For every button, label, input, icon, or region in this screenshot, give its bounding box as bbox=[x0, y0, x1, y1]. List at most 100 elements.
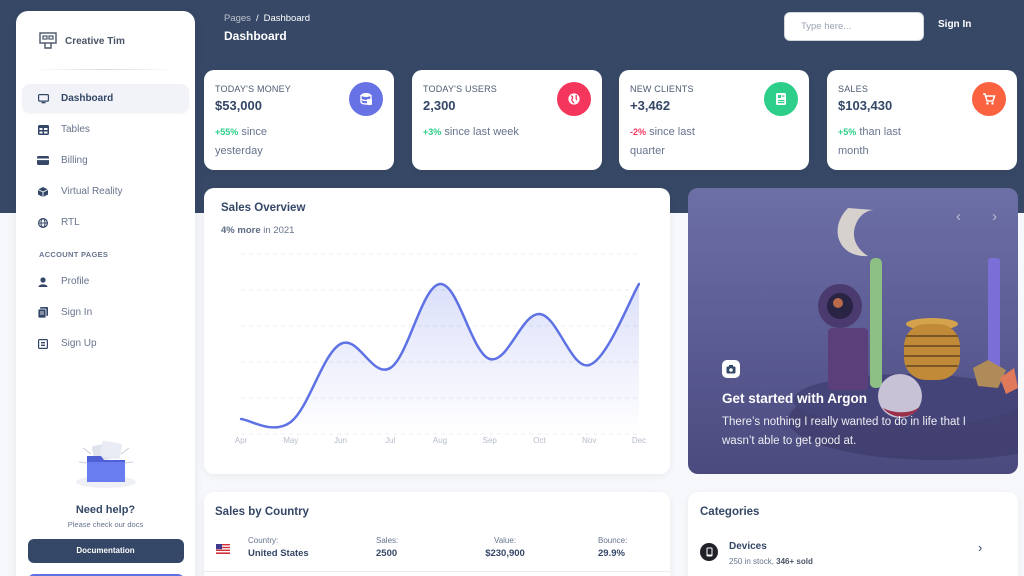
row-divider bbox=[204, 571, 670, 572]
stat-card-clients: NEW CLIENTS +3,462 -2% since last quarte… bbox=[619, 70, 809, 170]
chart-point-jul[interactable] bbox=[389, 366, 392, 370]
stat-change-percent: +55% bbox=[215, 127, 239, 137]
chart-point-dec[interactable] bbox=[637, 282, 641, 286]
sidebar-item-rtl[interactable]: RTL bbox=[22, 208, 189, 237]
list-item[interactable]: Devices 250 in stock, 346+ sold › bbox=[688, 538, 1018, 574]
x-tick-label: Apr bbox=[235, 436, 248, 445]
stat-change-text: since last week bbox=[441, 126, 519, 138]
stat-card-users: TODAY'S USERS 2,300 +3% since last week bbox=[412, 70, 602, 170]
stat-change-text: since last quarter bbox=[630, 126, 695, 157]
stat-value: $53,000 bbox=[215, 98, 262, 113]
x-tick-label: Sep bbox=[483, 436, 498, 445]
country-value: United States bbox=[248, 548, 309, 559]
carousel-prev-button[interactable]: ‹ bbox=[956, 208, 961, 225]
overview-sub-text: in 2021 bbox=[260, 225, 295, 236]
sidebar-item-billing[interactable]: Billing bbox=[22, 146, 189, 175]
chart-point-oct[interactable] bbox=[538, 312, 541, 316]
country-cell: Country: United States bbox=[248, 536, 309, 559]
stat-change: +3% since last week bbox=[423, 123, 543, 142]
world-icon bbox=[557, 82, 591, 116]
sidebar-item-profile[interactable]: Profile bbox=[22, 267, 189, 296]
country-title: Sales by Country bbox=[215, 506, 309, 518]
category-stock: 250 in stock, bbox=[729, 557, 777, 566]
chart-point-aug[interactable] bbox=[438, 282, 442, 286]
table-row[interactable]: Country: United States Sales: 2500 Value… bbox=[204, 536, 670, 572]
breadcrumb-parent[interactable]: Pages bbox=[224, 13, 251, 24]
stat-value: +3,462 bbox=[630, 98, 671, 113]
stat-change-text: than last month bbox=[838, 126, 901, 157]
stat-value: $103,430 bbox=[838, 98, 893, 113]
chart-series-line bbox=[240, 282, 641, 429]
brand[interactable]: Creative Tim bbox=[16, 11, 195, 57]
sign-in-link[interactable]: Sign In bbox=[938, 19, 972, 30]
brand-name: Creative Tim bbox=[65, 35, 125, 47]
sidebar-divider bbox=[34, 69, 177, 70]
stat-card-money: TODAY'S MONEY $53,000 +55% since yesterd… bbox=[204, 70, 394, 170]
chart-x-axis: Apr May Jun Jul Aug Sep Oct Nov Dec bbox=[235, 436, 646, 445]
sidebar-item-label: RTL bbox=[61, 217, 80, 228]
user-icon bbox=[37, 276, 49, 288]
sidebar-item-label: Virtual Reality bbox=[61, 186, 123, 197]
chart-point-may[interactable] bbox=[289, 420, 292, 424]
categories-title: Categories bbox=[700, 506, 760, 518]
upgrade-button[interactable] bbox=[27, 574, 184, 576]
credit-card-icon bbox=[37, 155, 49, 167]
search-input[interactable] bbox=[784, 12, 924, 41]
chart-point-jun[interactable] bbox=[339, 342, 342, 346]
categories-card: Categories Devices 250 in stock, 346+ so… bbox=[688, 492, 1018, 576]
sales-by-country-card: Sales by Country Country: United States … bbox=[204, 492, 670, 576]
documentation-button[interactable]: Documentation bbox=[27, 539, 184, 563]
cart-icon bbox=[972, 82, 1006, 116]
chart-point-sep[interactable] bbox=[488, 357, 491, 361]
sidebar-item-label: Sign In bbox=[61, 307, 93, 318]
stat-label: TODAY'S MONEY bbox=[215, 84, 291, 94]
sidebar-item-dashboard[interactable]: Dashboard bbox=[22, 84, 189, 113]
sidebar-item-sign-up[interactable]: Sign Up bbox=[22, 329, 189, 358]
document-icon bbox=[37, 307, 49, 319]
chart-point-apr[interactable] bbox=[239, 417, 243, 421]
page-title: Dashboard bbox=[224, 29, 287, 43]
us-flag-icon bbox=[216, 544, 230, 554]
category-meta: 250 in stock, 346+ sold bbox=[729, 557, 813, 566]
money-icon bbox=[349, 82, 383, 116]
help-card: Need help? Please check our docs Documen… bbox=[16, 438, 195, 576]
sidebar-item-sign-in[interactable]: Sign In bbox=[22, 298, 189, 327]
account-pages-heading: ACCOUNT PAGES bbox=[39, 250, 109, 259]
box-icon bbox=[37, 186, 49, 198]
help-title: Need help? bbox=[75, 504, 136, 516]
carousel-illustration bbox=[788, 208, 1018, 460]
sidebar-item-label: Sign Up bbox=[61, 338, 97, 349]
bounce-cell: Bounce: 29.9% bbox=[598, 536, 627, 559]
stat-value: 2,300 bbox=[423, 98, 456, 113]
stat-label: SALES bbox=[838, 84, 869, 94]
get-started-carousel[interactable]: ‹ › Get started with Argon There’s nothi… bbox=[688, 188, 1018, 474]
carousel-next-button[interactable]: › bbox=[992, 208, 997, 225]
value-label: Value: bbox=[493, 536, 517, 545]
sales-line-chart: Apr May Jun Jul Aug Sep Oct Nov Dec bbox=[235, 253, 646, 445]
x-tick-label: Jul bbox=[385, 436, 395, 445]
x-tick-label: Jun bbox=[334, 436, 347, 445]
sidebar-item-label: Dashboard bbox=[61, 93, 114, 104]
chart-points bbox=[239, 282, 641, 424]
stat-change-percent: +3% bbox=[423, 127, 442, 137]
sales-overview-card: Sales Overview 4% more in 2021 Apr May Jun… bbox=[204, 188, 670, 474]
help-subtitle: Please check our docs bbox=[67, 520, 144, 529]
value-cell: Value: $230,900 bbox=[475, 536, 535, 559]
x-tick-label: Oct bbox=[533, 436, 546, 445]
stat-label: TODAY'S USERS bbox=[423, 84, 498, 94]
x-tick-label: Nov bbox=[582, 436, 596, 445]
chart-point-nov[interactable] bbox=[588, 363, 591, 367]
account-nav: Profile Sign In Sign Up bbox=[16, 267, 195, 358]
stat-change: -2% since last quarter bbox=[630, 123, 720, 161]
chevron-right-icon[interactable]: › bbox=[978, 540, 983, 555]
x-tick-label: May bbox=[283, 436, 298, 445]
stat-change: +5% than last month bbox=[838, 123, 923, 161]
brand-logo-icon bbox=[39, 32, 57, 49]
sidebar-item-tables[interactable]: Tables bbox=[22, 115, 189, 144]
country-label: Country: bbox=[248, 536, 279, 545]
overview-sub-highlight: 4% more bbox=[221, 225, 261, 236]
carousel-text: There’s nothing I really wanted to do in… bbox=[722, 416, 966, 447]
carousel-title: Get started with Argon bbox=[722, 391, 868, 406]
sidebar-item-virtual-reality[interactable]: Virtual Reality bbox=[22, 177, 189, 206]
sidebar-nav: Dashboard Tables Billing Virtual Reality… bbox=[16, 84, 195, 237]
